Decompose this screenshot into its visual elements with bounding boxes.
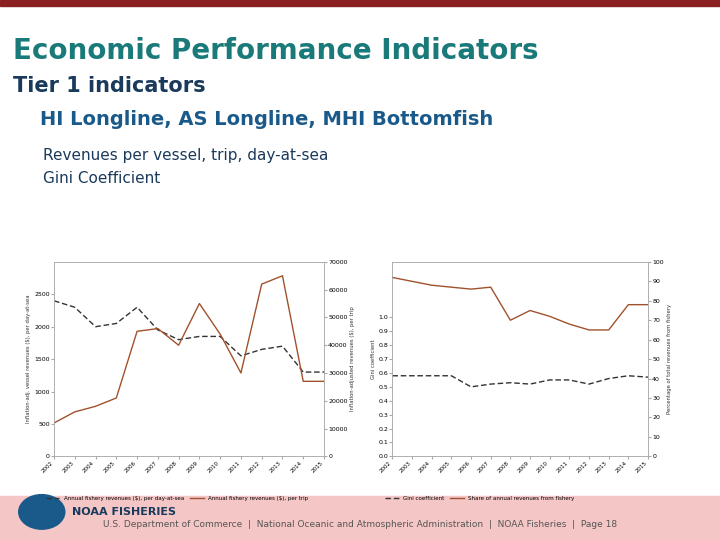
- Text: NOAA FISHERIES: NOAA FISHERIES: [72, 507, 176, 517]
- Text: Tier 1 indicators: Tier 1 indicators: [13, 76, 206, 97]
- Bar: [0, 496, 720, 540]
- Circle shape: [19, 495, 65, 529]
- Bar: [0, 0, 720, 6]
- Y-axis label: Percentage of total revenues from fishery: Percentage of total revenues from fisher…: [667, 304, 672, 414]
- Text: HI Longline, AS Longline, MHI Bottomfish: HI Longline, AS Longline, MHI Bottomfish: [40, 110, 493, 130]
- Y-axis label: Gini coefficient: Gini coefficient: [371, 339, 376, 379]
- Y-axis label: Inflation-adj. vessel revenues ($), per day-at-sea: Inflation-adj. vessel revenues ($), per …: [27, 295, 32, 423]
- Text: Revenues per vessel, trip, day-at-sea: Revenues per vessel, trip, day-at-sea: [43, 148, 328, 163]
- Circle shape: [35, 507, 49, 517]
- Text: Economic Performance Indicators: Economic Performance Indicators: [13, 37, 539, 65]
- Text: U.S. Department of Commerce  |  National Oceanic and Atmospheric Administration : U.S. Department of Commerce | National O…: [103, 521, 617, 529]
- Circle shape: [28, 502, 55, 522]
- Y-axis label: Inflation-adjusted revenues ($), per trip: Inflation-adjusted revenues ($), per tri…: [351, 307, 356, 411]
- Circle shape: [23, 498, 60, 526]
- Legend: Annual fishery revenues ($), per day-at-sea, Annual fishery revenues ($), per tr: Annual fishery revenues ($), per day-at-…: [43, 494, 310, 503]
- Legend: Gini coefficient, Share of annual revenues from fishery: Gini coefficient, Share of annual revenu…: [382, 494, 577, 503]
- Text: Gini Coefficient: Gini Coefficient: [43, 171, 161, 186]
